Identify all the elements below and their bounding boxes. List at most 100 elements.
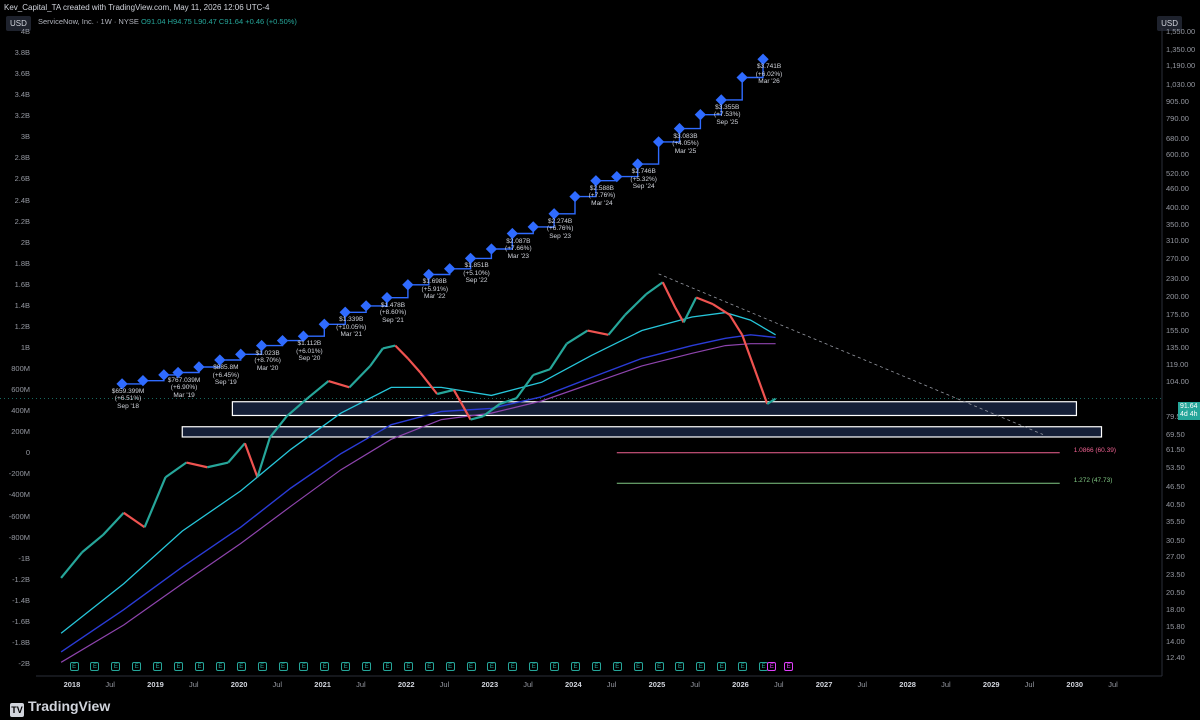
price-segment [624,293,647,316]
price-segment [123,511,146,529]
price-segment [102,512,125,536]
right-axis-tick: 23.50 [1166,570,1185,580]
revenue-label-11: $2.274B (+6.76%) Sep '23 [547,218,574,241]
x-axis-tick: 2029 [982,680,1000,689]
left-axis-tick: 3.2B [14,111,30,121]
revenue-point [255,339,268,352]
left-axis-tick: 2.8B [14,153,30,163]
footer-bar [0,694,1200,720]
earnings-marker-icon: E [529,662,539,671]
left-axis-tick: -1.6B [12,616,30,626]
revenue-label-text: $3.083B [673,132,698,140]
revenue-step-line [122,59,764,385]
currency-left[interactable]: USD [6,16,31,31]
revenue-label-8: $1.698B (+5.91%) Mar '22 [421,278,448,301]
revenue-label-text: (+6.51%) [114,395,142,403]
revenue-label-4: $1.023B (+8.70%) Mar '20 [254,350,281,373]
left-axis-tick: -1.4B [12,595,30,605]
x-axis-tick: 2022 [397,680,415,689]
revenue-label-text: (+5.91%) [421,285,449,293]
tradingview-brand[interactable]: TV TradingView [10,698,110,717]
revenue-point [297,330,310,342]
revenue-label-date: Sep '24 [632,183,655,191]
revenue-label-text: $2.274B [548,217,573,225]
revenue-label-text: (+7.66%) [505,245,532,252]
right-axis-tick: 460.00 [1166,184,1189,194]
left-axis-tick: -2B [18,659,30,668]
x-axis-tick: Jul [272,680,283,689]
revenue-label-text: (+10.05%) [336,323,367,331]
price-segment [452,389,472,421]
revenue-label-text: $885.8M [213,364,239,372]
right-axis-tick: 27.00 [1166,552,1185,562]
revenue-label-9: $1.851B (+5.10%) Sep '22 [463,262,490,285]
right-axis-tick: 200.00 [1166,292,1189,302]
symbol-legend[interactable]: ServiceNow, Inc. · 1W · NYSE O91.04 H94.… [38,17,297,26]
right-axis-tick: 69.50 [1166,429,1185,439]
earnings-marker-icon: E [591,662,601,671]
right-axis-tick: 61.50 [1166,445,1185,455]
currency-right[interactable]: USD [1157,16,1182,31]
earnings-marker-icon: E [362,662,372,671]
left-axis-tick: -1.2B [12,574,30,584]
right-axis-tick: 905.00 [1166,96,1189,106]
earnings-marker-icon: E [717,662,727,671]
price-segment [143,476,167,528]
price-segment [532,368,551,377]
right-axis-tick: 46.50 [1166,481,1185,491]
left-axis-tick: -200M [8,469,30,479]
left-axis-tick: 2.6B [14,174,30,184]
x-axis-tick: Jul [439,680,450,689]
earnings-marker-icon: E [236,662,246,671]
right-axis-tick: 400.00 [1166,202,1189,212]
revenue-point [276,334,289,347]
revenue-point [235,348,247,360]
price-segment [207,461,229,469]
revenue-point [214,354,226,366]
price-segment [682,296,698,323]
revenue-label-text: $659.399M [111,387,145,395]
x-axis-tick: 2019 [147,680,164,689]
price-segment [482,403,501,418]
x-axis-tick: 2027 [815,680,833,689]
countdown-value: 4d 4h [1180,411,1198,418]
earnings-marker-icon: E [278,662,288,671]
left-axis-tick: -400M [8,490,30,500]
revenue-point [485,243,498,255]
revenue-label-15: $3.355B (+7.53%) Sep '25 [714,104,741,127]
x-axis-tick: Jul [188,680,199,689]
revenue-point [402,279,414,291]
revenue-label-text: (+6.76%) [546,225,574,233]
x-axis-tick: 2023 [481,680,499,689]
right-axis-tick: 18.00 [1166,604,1185,614]
left-axis-tick: -1.8B [12,637,30,647]
x-axis-tick: Jul [857,680,868,689]
revenue-label-date: Mar '24 [591,199,613,207]
revenue-label-text: (+5.10%) [463,269,490,277]
last-price-value: 91.64 [1180,403,1198,410]
revenue-label-text: $3.355B [715,103,740,111]
revenue-label-5: $1.112B (+6.01%) Sep '20 [296,340,323,363]
earnings-marker-icon: E [784,662,794,671]
right-axis-tick: 1,550.00 [1166,27,1196,36]
revenue-label-14: $3.083B (+4.05%) Mar '25 [672,133,699,156]
left-axis-tick: 3.6B [14,69,30,79]
revenue-label-date: Sep '20 [298,355,321,363]
earnings-marker-icon: E [466,662,476,671]
revenue-point [757,53,769,65]
price-segment [661,281,677,309]
right-axis-tick: 1,030.00 [1166,79,1196,89]
earnings-marker-icon: E [675,662,685,671]
x-axis-tick: 2021 [314,680,331,689]
price-segment [695,296,714,306]
revenue-point [423,268,435,281]
revenue-point [381,291,393,304]
right-axis-tick: 53.50 [1166,463,1185,473]
earnings-marker-icon: E [194,662,204,671]
price-segment [566,329,589,345]
price-segment [515,374,535,399]
right-axis-tick: 520.00 [1166,168,1189,178]
ema-fast-line [60,311,776,634]
revenue-label-date: Sep '25 [716,118,739,126]
